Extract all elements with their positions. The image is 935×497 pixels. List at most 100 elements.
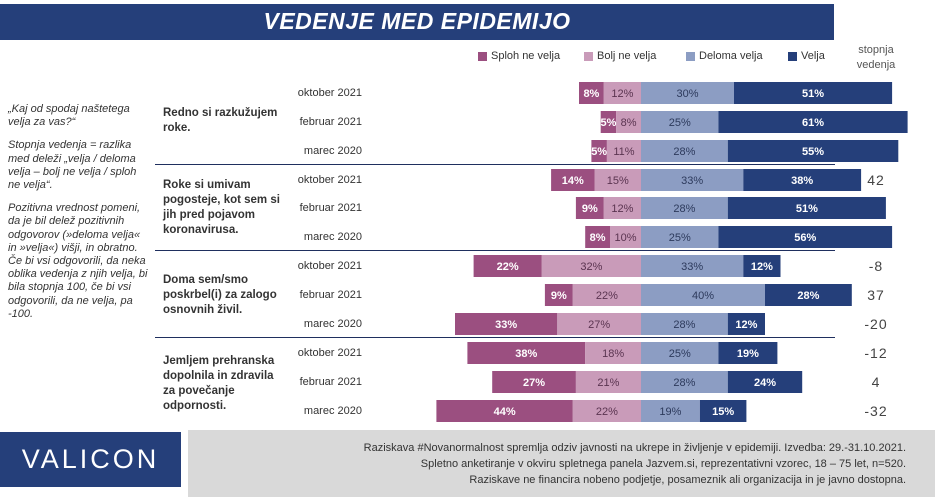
bar-segment — [727, 140, 899, 162]
bar-data-label: 28% — [673, 146, 695, 158]
bar-data-label: 24% — [754, 377, 776, 389]
bar-segment — [727, 197, 886, 219]
bar-segment — [616, 111, 641, 133]
bar-data-label: 61% — [802, 117, 824, 129]
bar-data-label: 38% — [791, 175, 813, 187]
footer-notes: Raziskava #Novanormalnost spremlja odziv… — [196, 440, 906, 488]
behavior-score: 4 — [871, 374, 881, 390]
bar-data-label: 12% — [751, 261, 773, 273]
row-date-label: februar 2021 — [299, 289, 362, 301]
bar-segment — [541, 255, 641, 277]
bar-segment — [572, 284, 641, 306]
row-date-label: oktober 2021 — [297, 174, 362, 186]
legend-swatch — [478, 51, 487, 61]
bar-data-label: 10% — [614, 232, 636, 244]
bar-segment — [641, 82, 734, 104]
bar-segment — [600, 111, 617, 133]
bar-data-label: 28% — [797, 290, 819, 302]
behavior-score: 42 — [867, 172, 885, 188]
row-date-label: februar 2021 — [299, 116, 362, 128]
bar-segment — [585, 226, 610, 248]
note-definition: Stopnja vedenja = razlika med deleži „ve… — [8, 139, 137, 192]
bar-segment — [603, 197, 641, 219]
chart-title: VEDENJE MED EPIDEMIJO — [263, 8, 571, 34]
group-separator — [155, 164, 835, 165]
bar-segment — [641, 313, 728, 335]
bar-segment — [594, 169, 641, 191]
legend-swatch — [686, 51, 695, 61]
group-separator — [155, 337, 835, 338]
bar-segment — [734, 82, 893, 104]
bar-data-label: 22% — [596, 406, 618, 418]
group-label: Jemljem prehranska dopolnila in zdravila… — [163, 355, 275, 412]
bar-data-label: 11% — [613, 146, 634, 158]
behavior-score: -32 — [864, 403, 888, 419]
bar-data-label: 12% — [611, 203, 633, 215]
bar-data-label: 14% — [562, 175, 584, 187]
bar-data-label: 40% — [692, 290, 714, 302]
bar-segment — [544, 284, 573, 306]
note-question: „Kaj od spodaj naštetega velja za vas?“ — [8, 103, 130, 129]
legend-label: Sploh ne velja — [491, 50, 561, 62]
bar-segment — [727, 313, 765, 335]
group-label: Roke si umivam pogosteje, kot sem si jih… — [163, 179, 280, 236]
row-date-label: marec 2020 — [303, 231, 362, 243]
bar-data-label: 28% — [673, 377, 695, 389]
bar-segment — [557, 313, 641, 335]
bar-segment — [641, 400, 700, 422]
bar-segment — [765, 284, 852, 306]
bar-data-label: 19% — [659, 406, 681, 418]
footer-line: Raziskave ne financira nobeno podjetje, … — [469, 474, 906, 486]
bar-data-label: 25% — [669, 348, 691, 360]
row-date-label: oktober 2021 — [297, 347, 362, 359]
legend-label: Deloma velja — [699, 50, 763, 62]
bar-data-label: 28% — [673, 203, 695, 215]
bar-segment — [610, 226, 641, 248]
valicon-logo: VALICON — [0, 432, 181, 487]
bar-data-label: 28% — [673, 319, 695, 331]
bar-data-label: 55% — [802, 146, 824, 158]
row-date-label: marec 2020 — [303, 145, 362, 157]
bar-segment — [585, 342, 641, 364]
behavior-score: -20 — [864, 316, 888, 332]
bar-data-label: 8% — [590, 232, 606, 244]
bar-data-label: 27% — [523, 377, 545, 389]
group-separator — [155, 250, 835, 251]
bar-data-label: 38% — [515, 348, 537, 360]
bar-data-label: 44% — [494, 406, 516, 418]
bar-segment — [718, 226, 893, 248]
bar-data-label: 22% — [596, 290, 618, 302]
bar-segment — [718, 342, 778, 364]
bar-data-label: 15% — [712, 406, 734, 418]
bar-data-label: 30% — [676, 88, 698, 100]
row-date-label: marec 2020 — [303, 405, 362, 417]
bar-segment — [718, 111, 908, 133]
methodology-notes: „Kaj od spodaj naštetega velja za vas?“ … — [8, 103, 148, 331]
bar-segment — [579, 82, 604, 104]
bar-data-label: 5% — [591, 146, 607, 158]
row-date-label: februar 2021 — [299, 376, 362, 388]
bar-data-label: 51% — [796, 203, 818, 215]
bar-data-label: 32% — [580, 261, 602, 273]
bar-data-label: 12% — [611, 88, 633, 100]
legend-item: Bolj ne velja — [584, 50, 656, 62]
row-date-label: marec 2020 — [303, 318, 362, 330]
behavior-score: -8 — [868, 258, 884, 274]
group-label: Redno si razkužujem roke. — [163, 107, 278, 134]
bar-segment — [551, 169, 595, 191]
bar-segment — [575, 371, 641, 393]
bar-segment — [727, 371, 803, 393]
row-date-label: oktober 2021 — [297, 260, 362, 272]
bar-segment — [699, 400, 747, 422]
bar-segment — [641, 140, 728, 162]
bar-data-label: 25% — [669, 117, 691, 129]
bar-segment — [572, 400, 641, 422]
bar-segment — [641, 169, 744, 191]
bar-segment — [436, 400, 573, 422]
legend-item: Sploh ne velja — [478, 50, 560, 62]
bar-data-label: 27% — [588, 319, 610, 331]
bar-segment — [641, 111, 719, 133]
bar-data-label: 5% — [600, 117, 616, 129]
score-header-line: vedenja — [856, 59, 896, 71]
